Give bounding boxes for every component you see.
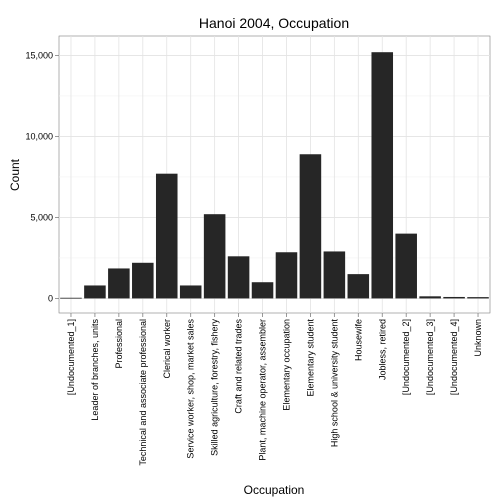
bars [60, 52, 489, 299]
x-tick-label: Craft and related trades [234, 319, 244, 414]
bar [395, 233, 417, 299]
y-tick-label: 15,000 [25, 50, 53, 60]
x-tick-label: High school & university student [329, 319, 339, 448]
bar [467, 297, 489, 299]
chart-title: Hanoi 2004, Occupation [199, 15, 349, 31]
x-axis: [Undocumented_1] Leader of branches, unit… [66, 313, 483, 466]
bar [299, 154, 322, 299]
bar [347, 274, 370, 299]
x-tick-label: Elementary student [305, 319, 315, 397]
x-tick-label: Leader of branches, units [90, 319, 100, 421]
x-tick-label: Service worker, shop, market sales [186, 319, 196, 459]
bar [179, 285, 202, 299]
x-tick-label: Clerical worker [162, 319, 172, 379]
bar [84, 285, 106, 299]
x-tick-label: Unknown [473, 319, 483, 357]
bar [132, 262, 154, 299]
x-tick-label: Skilled agriculture, forestry, fishery [210, 319, 220, 456]
x-tick-label: [Undocumented_3] [425, 319, 435, 395]
bar [60, 297, 82, 299]
bar [155, 173, 178, 299]
x-tick-label: [Undocumented_1] [66, 319, 76, 395]
bar [371, 52, 394, 299]
bar [108, 268, 130, 299]
bar [251, 282, 274, 299]
bar [275, 252, 298, 299]
x-tick-label: Technical and associate professional [138, 319, 148, 466]
y-axis: 0 5,000 10,000 15,000 [25, 50, 59, 303]
x-tick-label: [Undocumented_4] [449, 319, 459, 395]
y-tick-label: 5,000 [30, 212, 53, 222]
y-tick-label: 10,000 [25, 131, 53, 141]
bar [323, 251, 346, 299]
y-tick-label: 0 [48, 293, 53, 303]
x-tick-label: Plant, machine operator, assembler [258, 319, 268, 461]
y-axis-title: Count [8, 158, 22, 191]
x-tick-label: Elementary occupation [281, 319, 291, 411]
plot-panel [58, 35, 491, 314]
x-tick-label: [Undocumented_2] [401, 319, 411, 395]
bar [443, 296, 465, 299]
bar [227, 256, 250, 299]
bar [419, 296, 441, 299]
x-tick-label: Jobless, retired [377, 319, 387, 380]
bar [203, 214, 226, 299]
x-tick-label: Professional [114, 319, 124, 369]
x-axis-title: Occupation [244, 483, 305, 497]
x-tick-label: Housewife [353, 319, 363, 361]
